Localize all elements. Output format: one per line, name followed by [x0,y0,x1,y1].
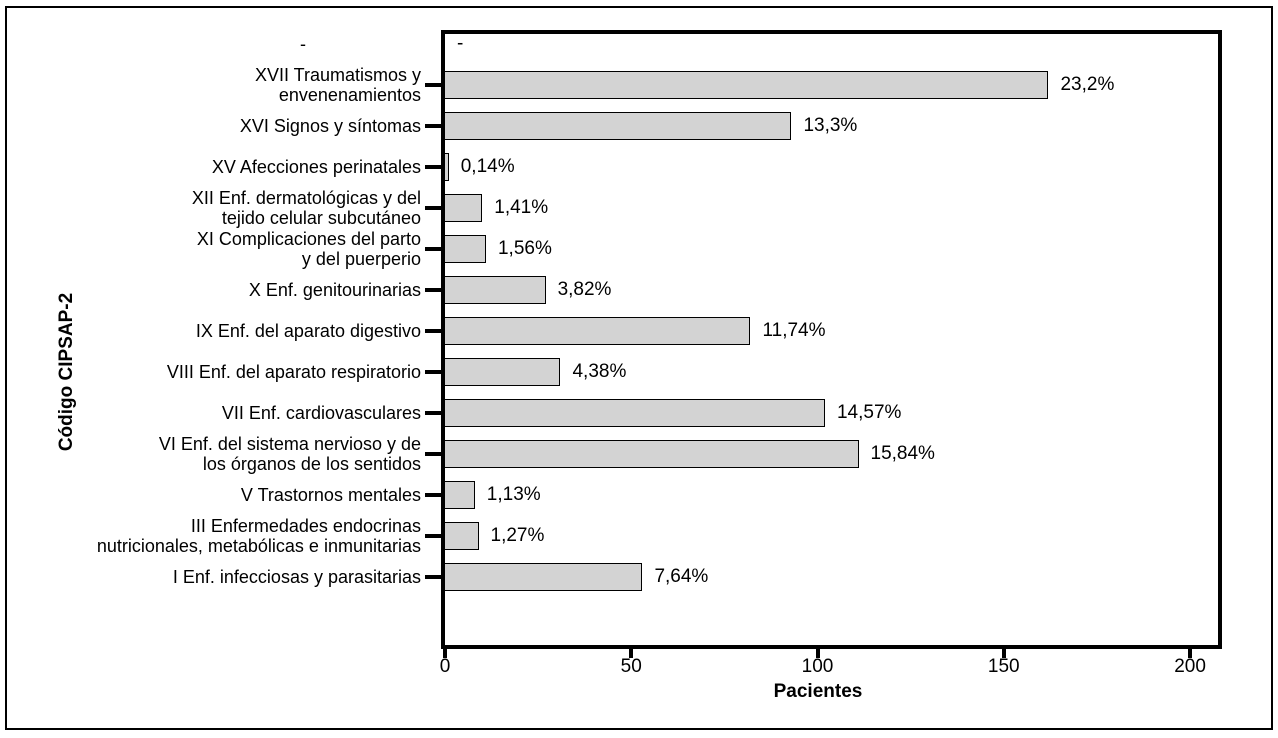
x-axis-title: Pacientes [773,681,863,702]
x-axis-tick-label: 100 [801,656,834,677]
bar-value-label: 13,3% [803,115,858,136]
y-axis-tick [425,124,441,128]
bar-value-label: 1,13% [486,484,541,505]
bar-value-label: 3,82% [557,279,612,300]
category-label: - [300,34,306,54]
bar-value-label: 1,27% [490,525,545,546]
x-axis-tick [1188,649,1193,658]
x-axis-tick [443,649,447,658]
plot-area: - 23,2% 13,3% 0,14% 1,41% 1,56% 3,82% 11,74% 4,3… [445,33,1218,645]
bar-value-label: 15,84% [870,443,935,464]
y-axis-tick [425,575,441,579]
bar [445,71,1049,99]
bar-value-label: 11,74% [762,320,826,341]
y-axis-tick [425,329,441,333]
category-label: IX Enf. del aparato digestivo [195,321,421,341]
bar-value-label: 7,64% [654,566,709,587]
category-label: XI Complicaciones del parto y del puerpe… [196,229,421,269]
y-axis-tick [425,534,441,538]
bar [445,440,859,468]
figure-border [5,6,1273,730]
y-axis-tick [425,165,441,169]
bar [445,112,792,140]
bar-value-label: 0,14% [460,156,515,177]
x-axis-tick-label: 0 [439,656,451,677]
category-label: III Enfermedades endocrinas nutricionale… [96,516,421,556]
plot-frame [441,30,1222,649]
category-label: X Enf. genitourinarias [248,280,421,300]
bar [445,194,483,222]
x-axis-tick-label: 150 [987,656,1020,677]
bar-value-label: 4,38% [572,361,627,382]
category-label: VIII Enf. del aparato respiratorio [166,362,421,382]
y-axis-tick [425,247,441,251]
category-label: VI Enf. del sistema nervioso y de los ór… [158,434,421,474]
x-axis-tick-label: 50 [620,656,642,677]
bar [445,235,486,263]
bar-value-label: 1,56% [497,238,552,259]
category-label: I Enf. infecciosas y parasitarias [172,567,421,587]
y-axis-tick [425,493,441,497]
category-axis-labels: - XVII Traumatismos y envenenamientos XVI … [55,34,421,645]
bar-value-label: - [457,33,464,54]
bar [445,276,546,304]
x-axis-tick [1001,649,1006,658]
y-axis-tick [425,452,441,456]
x-axis-tick [815,649,820,658]
category-label: VII Enf. cardiovasculares [221,403,421,423]
y-axis-tick [425,206,441,210]
bar-value-label: 1,41% [494,197,549,218]
y-axis-tick [425,411,441,415]
bar [445,481,475,509]
category-label: XV Afecciones perinatales [211,157,421,177]
y-axis-tick [425,83,441,87]
bar [445,153,449,181]
x-axis-tick-label: 200 [1174,656,1206,677]
bar-value-label: 23,2% [1060,74,1115,95]
bar-value-label: 14,57% [836,402,902,423]
category-label: V Trastornos mentales [240,485,421,505]
bar [445,317,751,345]
x-axis-tick [629,649,634,658]
y-axis-tick [425,370,441,374]
category-label: XII Enf. dermatológicas y del tejido cel… [191,188,421,228]
category-label: XVII Traumatismos y envenenamientos [254,65,421,105]
bar [445,563,643,591]
bar [445,522,479,550]
bar [445,399,825,427]
bar [445,358,561,386]
y-axis-tick [425,288,441,292]
category-label: XVI Signos y síntomas [239,116,421,136]
